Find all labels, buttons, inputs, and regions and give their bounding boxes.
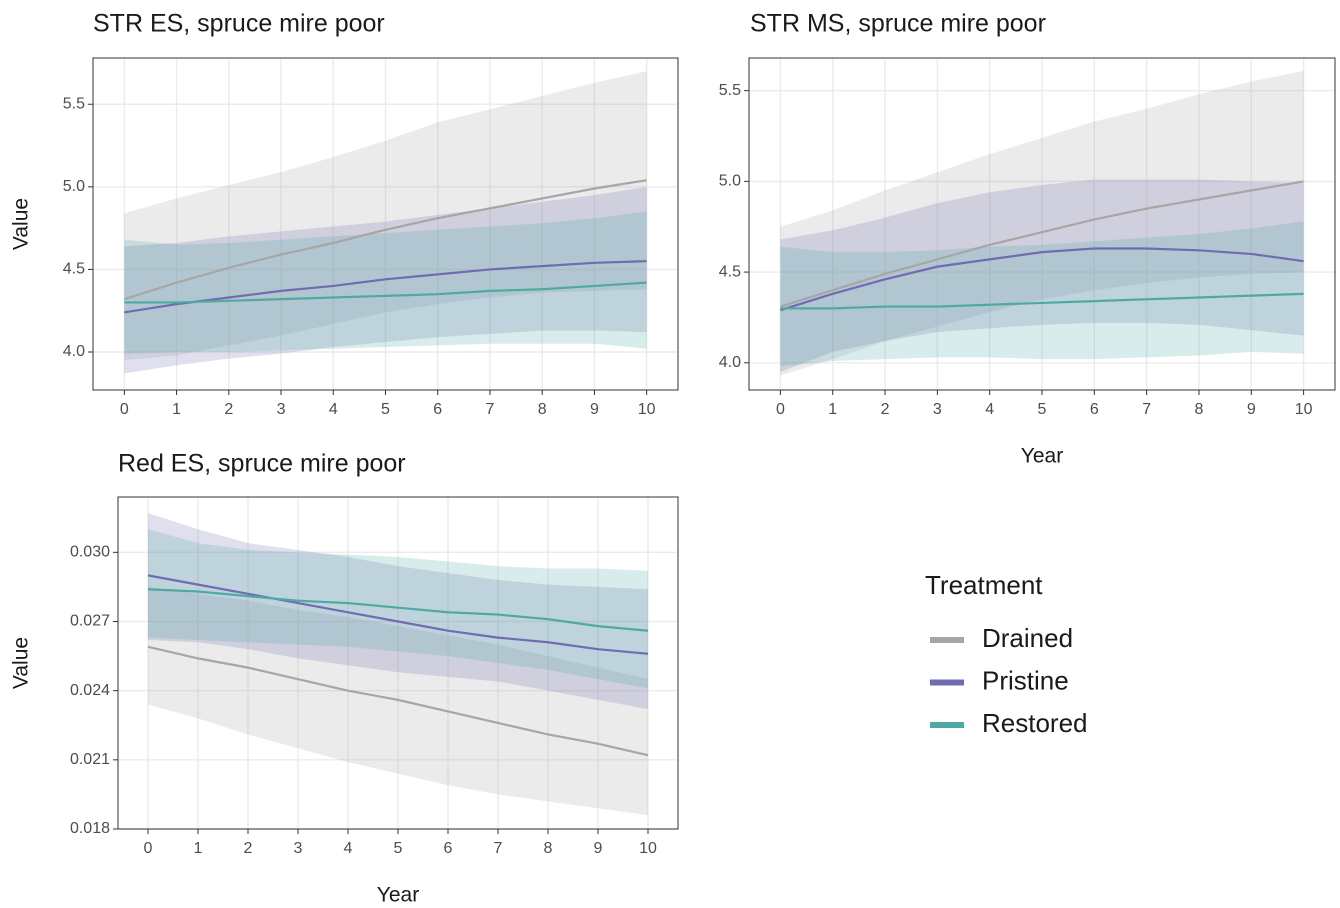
x-tick-label: 10 xyxy=(638,401,656,418)
x-tick-label: 4 xyxy=(329,401,338,418)
y-axis-title: Value xyxy=(10,637,33,689)
x-tick-label: 2 xyxy=(881,401,890,418)
x-tick-label: 7 xyxy=(486,401,495,418)
x-axis-title: Year xyxy=(377,884,419,907)
x-tick-label: 7 xyxy=(494,840,503,857)
chart-title: STR ES, spruce mire poor xyxy=(93,10,385,38)
y-tick-label: 5.5 xyxy=(63,95,85,112)
y-tick-label: 5.0 xyxy=(63,178,85,195)
x-tick-label: 0 xyxy=(776,401,785,418)
series-line xyxy=(147,588,649,632)
x-axis-title: Year xyxy=(1021,445,1063,468)
x-tick-label: 3 xyxy=(294,840,303,857)
series-line xyxy=(124,281,647,304)
y-tick-label: 4.0 xyxy=(719,354,741,371)
chart-title: Red ES, spruce mire poor xyxy=(118,450,406,478)
confidence-band xyxy=(780,70,1304,376)
x-tick-label: 10 xyxy=(1295,401,1313,418)
x-tick-label: 5 xyxy=(394,840,403,857)
y-tick-label: 5.5 xyxy=(719,82,741,99)
y-tick-label: 4.5 xyxy=(63,261,85,278)
x-tick-label: 5 xyxy=(381,401,390,418)
y-tick-label: 5.0 xyxy=(719,173,741,190)
x-tick-label: 8 xyxy=(538,401,547,418)
confidence-band xyxy=(780,179,1304,372)
x-tick-label: 1 xyxy=(828,401,837,418)
legend-label: Pristine xyxy=(982,665,1069,695)
confidence-band xyxy=(148,586,648,816)
y-tick-label: 0.018 xyxy=(70,820,110,837)
x-tick-label: 1 xyxy=(194,840,203,857)
series-line xyxy=(124,179,647,301)
x-tick-label: 2 xyxy=(244,840,253,857)
confidence-band xyxy=(124,211,647,354)
confidence-band xyxy=(148,513,648,710)
x-tick-label: 4 xyxy=(985,401,994,418)
x-tick-label: 5 xyxy=(1038,401,1047,418)
x-tick-label: 3 xyxy=(933,401,942,418)
y-tick-label: 0.024 xyxy=(70,682,110,699)
confidence-band xyxy=(148,529,648,689)
y-axis-title: Value xyxy=(10,198,33,250)
x-tick-label: 10 xyxy=(639,840,657,857)
x-tick-label: 9 xyxy=(590,401,599,418)
legend-title: Treatment xyxy=(925,570,1043,600)
x-tick-label: 9 xyxy=(594,840,603,857)
x-tick-label: 8 xyxy=(544,840,553,857)
x-tick-label: 8 xyxy=(1195,401,1204,418)
legend-label: Restored xyxy=(982,708,1088,738)
x-tick-label: 7 xyxy=(1142,401,1151,418)
chart-title: STR MS, spruce mire poor xyxy=(750,10,1046,38)
confidence-band xyxy=(780,221,1304,367)
confidence-band xyxy=(124,71,647,361)
series-line xyxy=(780,292,1304,310)
series-line xyxy=(147,574,649,655)
series-line xyxy=(780,180,1304,308)
series-line xyxy=(147,645,649,757)
x-tick-label: 6 xyxy=(433,401,442,418)
x-tick-label: 2 xyxy=(224,401,233,418)
x-tick-label: 3 xyxy=(277,401,286,418)
series-line xyxy=(124,260,647,314)
y-tick-label: 0.027 xyxy=(70,613,110,630)
series-line xyxy=(780,247,1304,312)
x-tick-label: 1 xyxy=(172,401,181,418)
y-tick-label: 0.030 xyxy=(70,544,110,561)
legend-label: Drained xyxy=(982,623,1073,653)
x-tick-label: 9 xyxy=(1247,401,1256,418)
y-tick-label: 4.0 xyxy=(63,343,85,360)
x-tick-label: 6 xyxy=(444,840,453,857)
x-tick-label: 4 xyxy=(344,840,353,857)
y-tick-label: 4.5 xyxy=(719,263,741,280)
x-tick-label: 0 xyxy=(144,840,153,857)
y-tick-label: 0.021 xyxy=(70,751,110,768)
x-tick-label: 6 xyxy=(1090,401,1099,418)
x-tick-label: 0 xyxy=(120,401,129,418)
